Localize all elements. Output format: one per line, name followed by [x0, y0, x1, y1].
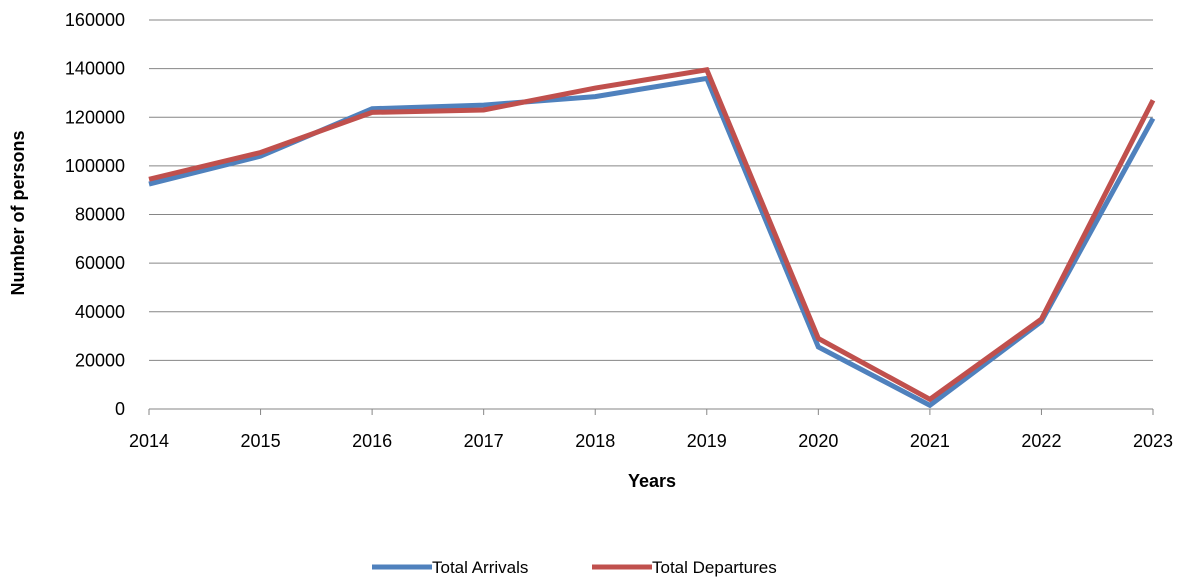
- y-tick-label: 20000: [75, 350, 125, 370]
- legend: Total Arrivals Total Departures: [372, 558, 777, 577]
- y-gridlines: [149, 19, 1153, 361]
- y-tick-label: 120000: [65, 107, 125, 127]
- y-tick-label: 0: [115, 399, 125, 419]
- x-tick-label: 2015: [241, 431, 281, 451]
- x-tick-label: 2018: [575, 431, 615, 451]
- series-lines: [148, 67, 1156, 409]
- y-tick-label: 40000: [75, 302, 125, 322]
- y-tick-label: 160000: [65, 10, 125, 30]
- x-tick-label: 2016: [352, 431, 392, 451]
- x-tick-labels: 2014 2015 2016 2017 2018 2019 2020 2021 2022 2023: [129, 431, 1173, 451]
- y-tick-label: 80000: [75, 205, 125, 225]
- x-tick-label: 2019: [687, 431, 727, 451]
- legend-label: Total Arrivals: [432, 558, 528, 577]
- y-tick-label: 100000: [65, 156, 125, 176]
- legend-item-total-departures: Total Departures: [592, 558, 777, 577]
- legend-label: Total Departures: [652, 558, 777, 577]
- y-tick-labels: 0 20000 40000 60000 80000 100000 120000 140000 1…: [65, 10, 125, 419]
- legend-item-total-arrivals: Total Arrivals: [372, 558, 528, 577]
- axes: [148, 408, 1154, 415]
- x-tick-label: 2022: [1021, 431, 1061, 451]
- y-tick-label: 60000: [75, 253, 125, 273]
- x-axis-title: Years: [628, 471, 676, 491]
- x-tick-label: 2020: [798, 431, 838, 451]
- x-tick-label: 2021: [910, 431, 950, 451]
- series-line-total-arrivals: [148, 75, 1156, 409]
- x-tick-label: 2023: [1133, 431, 1173, 451]
- series-line-total-departures: [148, 67, 1156, 403]
- x-tick-label: 2017: [464, 431, 504, 451]
- y-tick-label: 140000: [65, 59, 125, 79]
- y-axis-title: Number of persons: [8, 130, 28, 295]
- x-tick-label: 2014: [129, 431, 169, 451]
